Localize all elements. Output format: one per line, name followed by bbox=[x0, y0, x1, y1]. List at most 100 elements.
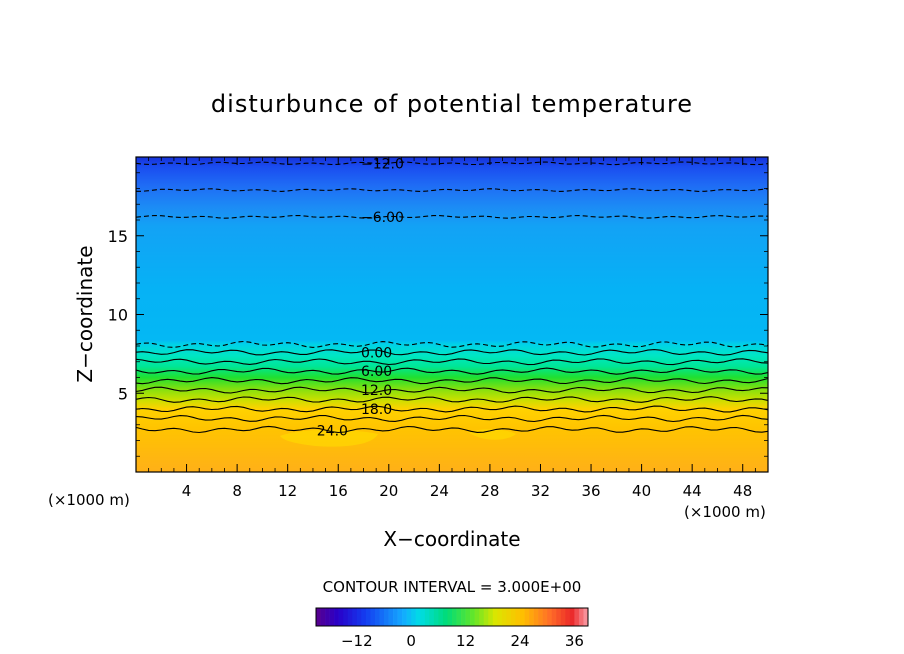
colorbar-cell bbox=[488, 608, 494, 626]
contour-line bbox=[136, 188, 769, 192]
contour-line bbox=[135, 214, 769, 219]
colorbar-cell bbox=[334, 608, 339, 626]
x-tick-label: 32 bbox=[531, 482, 550, 500]
contour-line bbox=[135, 386, 769, 394]
colorbar-cell bbox=[452, 608, 457, 626]
colorbar-cell bbox=[447, 608, 453, 626]
colorbar-cell bbox=[402, 608, 407, 626]
contour-label: 24.0 bbox=[317, 423, 348, 439]
colorbar-cell bbox=[524, 608, 530, 626]
colorbar-cell bbox=[506, 608, 512, 626]
colorbar-cell bbox=[356, 608, 362, 626]
colorbar-cell bbox=[374, 608, 380, 626]
y-tick-label: 5 bbox=[118, 384, 128, 403]
x-tick-label: 40 bbox=[632, 482, 651, 500]
colorbar-tick-label: 0 bbox=[406, 632, 416, 650]
contour-line bbox=[135, 349, 769, 356]
contour-label: 12.0 bbox=[361, 383, 392, 399]
x-tick-label: 44 bbox=[683, 482, 702, 500]
x-tick-label: 20 bbox=[379, 482, 398, 500]
colorbar-cell bbox=[433, 608, 439, 626]
contour-field bbox=[136, 157, 768, 472]
colorbar-cell bbox=[479, 608, 485, 626]
contour-label: 6.00 bbox=[361, 364, 392, 380]
colorbar-cell bbox=[415, 608, 421, 626]
colorbar-cell bbox=[438, 608, 444, 626]
colorbar-cell bbox=[361, 608, 367, 626]
y-tick-label: 10 bbox=[108, 306, 128, 325]
colorbar-cell bbox=[538, 608, 543, 626]
contour-line bbox=[135, 396, 769, 403]
contour-labels: −12.0 −6.00 0.00 6.00 12.0 18.0 24.0 bbox=[317, 156, 404, 439]
colorbar-cell bbox=[456, 608, 462, 626]
colorbar-cell bbox=[429, 608, 435, 626]
warm-blob bbox=[280, 429, 378, 447]
contour-interval-label: CONTOUR INTERVAL = 3.000E+00 bbox=[323, 578, 582, 596]
colorbar bbox=[315, 607, 589, 627]
chart-title: disturbunce of potential temperature bbox=[211, 90, 693, 118]
contour-label: 18.0 bbox=[361, 402, 392, 418]
colorbar-cell bbox=[393, 608, 398, 626]
colorbar-cell bbox=[388, 608, 394, 626]
colorbar-cell bbox=[510, 608, 516, 626]
contour-line bbox=[135, 414, 769, 423]
colorbar-cell bbox=[465, 608, 471, 626]
x-tick-label: 16 bbox=[329, 482, 348, 500]
x-unit-right: (×1000 m) bbox=[684, 503, 766, 521]
colorbar-cell bbox=[329, 608, 335, 626]
colorbar-cell bbox=[497, 608, 503, 626]
x-tick-label: 24 bbox=[430, 482, 449, 500]
y-axis-label: Z−coordinate bbox=[73, 245, 97, 382]
colorbar-cell bbox=[411, 608, 417, 626]
x-tick-label: 36 bbox=[581, 482, 600, 500]
colorbar-cell bbox=[542, 608, 548, 626]
x-tick-label: 4 bbox=[182, 482, 192, 500]
contour-line bbox=[135, 367, 769, 375]
x-tick-label: 12 bbox=[278, 482, 297, 500]
colorbar-cell bbox=[442, 608, 448, 626]
colorbar-cell bbox=[320, 608, 326, 626]
colorbar-cell bbox=[461, 608, 466, 626]
x-tick-label: 8 bbox=[232, 482, 242, 500]
colorbar-cell bbox=[338, 608, 344, 626]
contour-line bbox=[135, 377, 769, 385]
contour-line bbox=[135, 340, 769, 348]
colorbar-cell bbox=[533, 608, 539, 626]
colorbar-cell bbox=[365, 608, 371, 626]
contour-label: −12.0 bbox=[361, 156, 404, 172]
colorbar-cell bbox=[515, 608, 521, 626]
x-axis-label: X−coordinate bbox=[383, 527, 520, 551]
colorbar-cell bbox=[556, 608, 562, 626]
contour-label: −6.00 bbox=[361, 210, 404, 226]
colorbar-cell bbox=[547, 608, 553, 626]
colorbar-tick-label: 24 bbox=[510, 632, 529, 650]
colorbar-cell bbox=[424, 608, 430, 626]
colorbar-ticks: −12 0 12 24 36 bbox=[341, 632, 584, 650]
colorbar-frame bbox=[315, 607, 589, 627]
y-tick-label: 15 bbox=[108, 227, 128, 246]
x-tick-label: 28 bbox=[480, 482, 499, 500]
colorbar-tick-label: 12 bbox=[456, 632, 475, 650]
contour-line bbox=[135, 161, 769, 166]
colorbar-cell bbox=[574, 608, 580, 626]
colorbar-cell bbox=[483, 608, 489, 626]
contour-line bbox=[135, 358, 769, 366]
contour-line bbox=[135, 425, 769, 434]
colorbar-cell bbox=[565, 608, 571, 626]
colorbar-tick-label: 36 bbox=[565, 632, 584, 650]
colorbar-cell bbox=[560, 608, 566, 626]
colorbar-cell bbox=[384, 608, 389, 626]
contour-label: 0.00 bbox=[361, 345, 392, 361]
colorbar-cell bbox=[501, 608, 507, 626]
colorbar-cell bbox=[379, 608, 385, 626]
colorbar-cell bbox=[343, 608, 349, 626]
colorbar-cell bbox=[583, 608, 589, 626]
colorbar-cell bbox=[529, 608, 534, 626]
colorbar-cell bbox=[551, 608, 557, 626]
y-axis-ticks: 5 10 15 bbox=[108, 172, 768, 457]
x-axis-ticks: 4 8 12 16 20 24 28 32 36 40 44 48 bbox=[148, 157, 756, 500]
colorbar-cell bbox=[578, 608, 584, 626]
contour-plot-area: −12.0 −6.00 0.00 6.00 12.0 18.0 24.0 4 8 12 16 20 2… bbox=[108, 156, 769, 500]
contour-line bbox=[135, 405, 769, 413]
